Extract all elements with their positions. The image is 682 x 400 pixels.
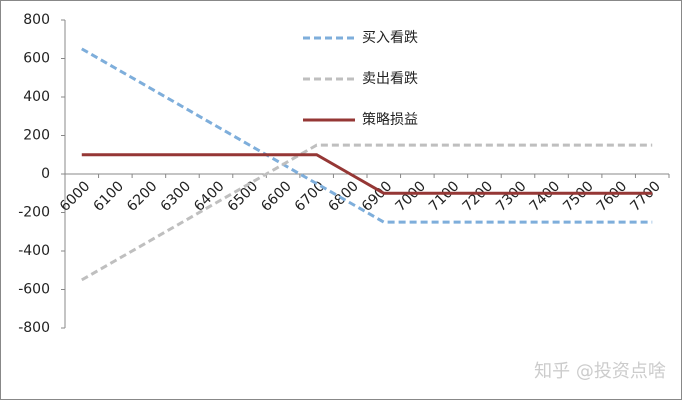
watermark: 知乎 @投资点啥	[534, 361, 666, 382]
series-line	[81, 153, 653, 195]
series-line	[81, 47, 653, 224]
legend-label: 买入看跌	[362, 30, 418, 46]
legend-label: 策略损益	[362, 111, 418, 128]
y-tick-label: -400	[18, 243, 50, 259]
series-line	[81, 143, 653, 282]
y-tick-label: 0	[41, 166, 50, 182]
y-tick-label: 200	[23, 128, 50, 144]
y-tick-label: -600	[18, 282, 50, 298]
y-tick-label: 600	[23, 51, 50, 67]
y-tick-label: 400	[23, 89, 50, 105]
y-tick-label: 800	[23, 12, 50, 28]
y-tick-label: -200	[18, 205, 50, 221]
legend-label: 卖出看跌	[362, 71, 418, 87]
y-tick-label: -800	[18, 320, 50, 336]
